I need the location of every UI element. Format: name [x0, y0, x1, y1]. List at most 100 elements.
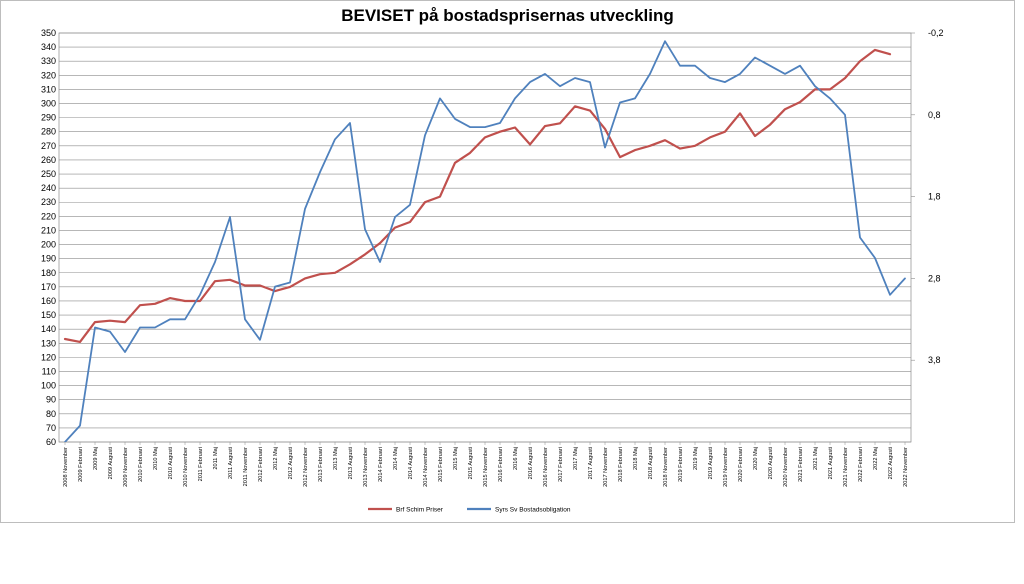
- x-tick-label: 2012 Maj: [273, 447, 279, 470]
- x-tick-label: 2019 Februari: [678, 447, 684, 482]
- x-tick-label: 2010 Augusti: [168, 447, 174, 479]
- x-tick-label: 2019 Maj: [693, 447, 699, 470]
- left-tick-label: 250: [41, 169, 56, 179]
- left-tick-label: 310: [41, 84, 56, 94]
- x-tick-label: 2015 Maj: [453, 447, 459, 470]
- x-tick-label: 2019 Augusti: [708, 447, 714, 479]
- left-tick-label: 190: [41, 254, 56, 264]
- right-tick-label: 1,8: [928, 192, 941, 202]
- x-tick-label: 2013 Augusti: [348, 447, 354, 479]
- left-tick-label: 160: [41, 296, 56, 306]
- x-tick-label: 2019 November: [723, 447, 729, 487]
- left-tick-label: 340: [41, 42, 56, 52]
- left-tick-label: 150: [41, 310, 56, 320]
- x-tick-label: 2010 Maj: [153, 447, 159, 470]
- x-tick-label: 2012 Februari: [258, 447, 264, 482]
- x-tick-label: 2010 November: [183, 447, 189, 487]
- series-line-brf-schim-priser: [63, 48, 892, 343]
- left-tick-label: 110: [42, 366, 56, 376]
- left-tick-label: 290: [41, 113, 56, 123]
- series-line-bostadsobligation: [64, 40, 906, 442]
- left-tick-label: 320: [41, 70, 56, 80]
- x-tick-label: 2017 Maj: [573, 447, 579, 470]
- x-tick-label: 2020 Maj: [753, 447, 759, 470]
- x-tick-label: 2009 Maj: [93, 447, 99, 470]
- left-tick-label: 240: [41, 183, 56, 193]
- x-tick-label: 2014 Februari: [378, 447, 384, 482]
- x-tick-label: 2015 Februari: [438, 447, 444, 482]
- right-tick-label: 0,8: [928, 110, 941, 120]
- chart-frame: [0, 0, 1015, 523]
- left-tick-label: 60: [46, 437, 56, 447]
- x-tick-label: 2022 November: [903, 447, 909, 487]
- chart-svg: 60 70 80 90 100 110 120 130 140 150 160 170 180 190 20…: [41, 28, 944, 514]
- x-axis-ticks: 2008 November 2009 Februari 2009 Maj 2009 A…: [63, 442, 909, 487]
- x-tick-label: 2018 Augusti: [648, 447, 654, 479]
- x-tick-label: 2017 November: [603, 447, 609, 487]
- left-tick-label: 120: [41, 352, 56, 362]
- left-tick-label: 300: [41, 99, 56, 109]
- x-tick-label: 2021 Augusti: [828, 447, 834, 479]
- x-tick-label: 2011 Februari: [198, 447, 204, 481]
- left-tick-label: 90: [46, 395, 56, 405]
- legend-label: Syrs Sv Bostadsobligation: [495, 507, 571, 514]
- x-tick-label: 2015 Augusti: [468, 447, 474, 479]
- x-tick-label: 2016 Augusti: [528, 447, 534, 479]
- x-tick-label: 2016 November: [543, 447, 549, 487]
- right-tick-label: -0,2: [928, 28, 944, 38]
- right-axis-ticks: -0,2 0,8 1,8 2,8 3,8: [911, 28, 944, 365]
- left-tick-label: 350: [41, 28, 56, 38]
- left-axis-ticks: 60 70 80 90 100 110 120 130 140 150 160 170 180 190 20…: [41, 28, 56, 447]
- x-tick-label: 2022 Maj: [873, 447, 879, 470]
- left-tick-label: 140: [41, 324, 56, 334]
- left-tick-label: 80: [46, 409, 56, 419]
- x-tick-label: 2018 Februari: [618, 447, 624, 482]
- x-tick-label: 2012 November: [303, 447, 309, 487]
- left-tick-label: 130: [41, 338, 56, 348]
- x-tick-label: 2016 Februari: [498, 447, 504, 482]
- right-tick-label: 2,8: [928, 273, 941, 283]
- x-tick-label: 2008 November: [63, 447, 69, 487]
- x-tick-label: 2014 November: [423, 447, 429, 487]
- left-tick-label: 330: [41, 56, 56, 66]
- left-tick-label: 270: [41, 141, 56, 151]
- right-tick-label: 3,8: [928, 355, 941, 365]
- x-tick-label: 2014 Augusti: [408, 447, 414, 479]
- x-tick-label: 2020 Augusti: [768, 447, 774, 479]
- left-tick-label: 280: [41, 127, 56, 137]
- series-lines: [63, 40, 906, 442]
- left-tick-label: 260: [41, 155, 56, 165]
- x-tick-label: 2022 Februari: [858, 447, 864, 482]
- legend: Brf Schim Priser Syrs Sv Bostadsobligatio…: [368, 507, 571, 514]
- x-tick-label: 2020 November: [783, 447, 789, 487]
- x-tick-label: 2021 November: [843, 447, 849, 487]
- legend-label: Brf Schim Priser: [396, 507, 444, 514]
- x-tick-label: 2016 Maj: [513, 447, 519, 470]
- x-tick-label: 2022 Augusti: [888, 447, 894, 479]
- x-tick-label: 2013 November: [363, 447, 369, 487]
- gridlines: [58, 32, 912, 443]
- x-tick-label: 2021 Februari: [798, 447, 804, 482]
- x-tick-label: 2013 Maj: [333, 447, 339, 470]
- left-tick-label: 170: [41, 282, 56, 292]
- x-tick-label: 2014 Maj: [393, 447, 399, 470]
- x-tick-label: 2012 Augusti: [288, 447, 294, 479]
- left-tick-label: 180: [41, 268, 56, 278]
- left-tick-label: 230: [41, 197, 56, 207]
- chart-title: BEVISET på bostadsprisernas utveckling: [341, 6, 674, 25]
- x-tick-label: 2011 Augusti: [228, 447, 234, 479]
- plot-area-border: [58, 32, 912, 443]
- x-tick-label: 2011 November: [243, 447, 249, 487]
- x-tick-label: 2017 Februari: [558, 447, 564, 482]
- x-tick-label: 2020 Februari: [738, 447, 744, 482]
- x-tick-label: 2021 Maj: [813, 447, 819, 470]
- x-tick-label: 2018 Maj: [633, 447, 639, 470]
- x-tick-label: 2011 Maj: [213, 447, 219, 470]
- x-tick-label: 2015 November: [483, 447, 489, 487]
- x-tick-label: 2009 November: [123, 447, 129, 487]
- left-tick-label: 210: [41, 225, 56, 235]
- left-tick-label: 100: [41, 381, 56, 391]
- x-tick-label: 2018 November: [663, 447, 669, 487]
- left-tick-label: 70: [46, 423, 56, 433]
- left-tick-label: 200: [41, 240, 56, 250]
